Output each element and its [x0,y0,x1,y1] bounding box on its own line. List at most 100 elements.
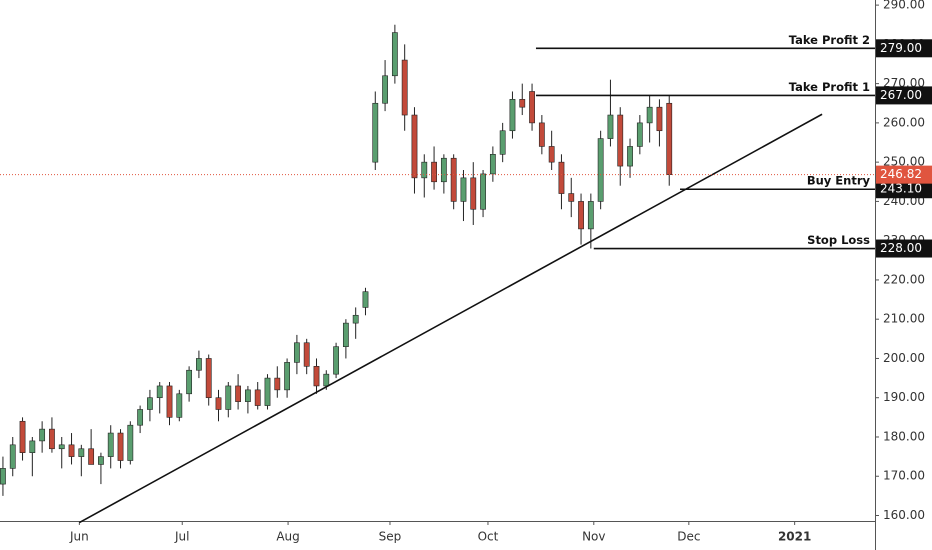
y-tick-label: 180.00 [883,429,925,443]
x-tick-label: Jun [69,530,89,544]
candle-body [352,314,359,324]
current-price-box [876,165,932,184]
candle-body [411,114,418,179]
x-tick-label: Aug [276,530,299,544]
level-value-label: 243.10 [880,182,922,196]
candle-body [137,409,144,426]
y-tick-label: 250.00 [883,155,925,169]
candle-body [205,358,212,399]
candle-body [313,366,320,387]
candle-body [431,161,437,183]
candle-body [88,448,95,465]
x-tick-label: 2021 [778,530,811,544]
candle-body [529,91,535,124]
level-value-label: 267.00 [880,88,922,102]
candle-body [656,106,663,132]
candle-body [264,377,271,406]
y-tick-label: 260.00 [883,115,925,129]
candle-body [245,389,251,402]
y-tick-label: 200.00 [883,351,925,365]
candle-body [333,346,339,375]
candle-body [470,177,477,210]
candle-body [440,157,447,183]
level-label: Buy Entry [807,174,871,188]
candle-body [166,385,173,418]
x-tick-label: Nov [582,530,605,544]
candle-body [147,397,153,410]
candle-body [117,432,124,461]
candle-body [401,59,408,116]
y-tick-label: 190.00 [883,390,925,404]
candle-body [215,397,222,410]
candle-body [646,106,653,124]
y-tick-label: 220.00 [883,272,925,286]
candle-body [254,389,261,406]
candle-body [98,456,104,465]
candle-body [627,146,633,167]
x-tick-label: Oct [478,530,499,544]
candle-body [597,138,604,202]
candle-body [460,177,467,202]
candle-body [578,201,584,230]
level-label: Take Profit 1 [789,80,870,94]
level-value-box [876,39,932,58]
candle-body [196,358,202,371]
candle-body [509,99,516,132]
candle-body [107,432,114,457]
candle-body [548,146,555,163]
candle-body [19,420,26,453]
candle-body [391,32,398,77]
candle-body [29,440,36,453]
candle-body [568,193,575,202]
candle-body [587,201,594,230]
candle-body [303,342,310,367]
y-tick-label: 170.00 [883,469,925,483]
candle-body [49,428,55,450]
level-value-box [876,180,932,199]
candle-body [9,444,16,469]
level-value-label: 228.00 [880,241,922,255]
candle-body [382,75,388,104]
candle-body [617,114,624,167]
candle-body [68,444,75,457]
candle-body [39,428,46,442]
level-label: Take Profit 2 [789,33,870,47]
level-value-box [876,86,932,105]
candle-body [480,173,486,210]
candle-body [127,424,134,461]
level-value-label: 279.00 [880,41,922,55]
candle-body [607,114,614,139]
candle-body [235,385,242,402]
candle-body [558,161,565,194]
candle-body [58,444,65,450]
level-label: Stop Loss [807,233,870,247]
candle-body [342,322,349,347]
current-price-label: 246.82 [880,167,922,181]
trendline [78,113,823,524]
candle-body [372,102,379,163]
candle-body [274,377,281,391]
x-tick-label: Dec [677,530,700,544]
candle-body [176,393,183,418]
candle-body [323,373,330,387]
candle-body [293,342,300,363]
y-tick-label: 290.00 [883,0,925,12]
candle-body [362,291,369,308]
level-value-box [876,239,932,258]
candle-body [284,362,290,391]
candle-body [225,385,232,410]
candle-body [156,385,163,399]
candle-body [519,99,526,108]
x-tick-label: Jul [174,530,189,544]
candle-body [499,130,506,155]
candle-body [538,122,545,147]
candle-body [450,157,457,202]
candle-body [636,122,643,147]
y-tick-label: 210.00 [883,312,925,326]
y-tick-label: 160.00 [883,508,925,522]
candle-body [489,153,496,175]
candle-body [78,448,85,457]
candle-body [666,102,673,175]
